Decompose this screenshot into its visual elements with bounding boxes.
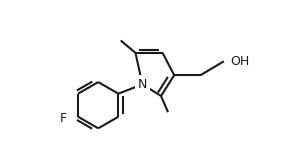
Text: F: F (60, 112, 67, 125)
Text: OH: OH (230, 55, 249, 68)
Text: N: N (138, 78, 147, 91)
